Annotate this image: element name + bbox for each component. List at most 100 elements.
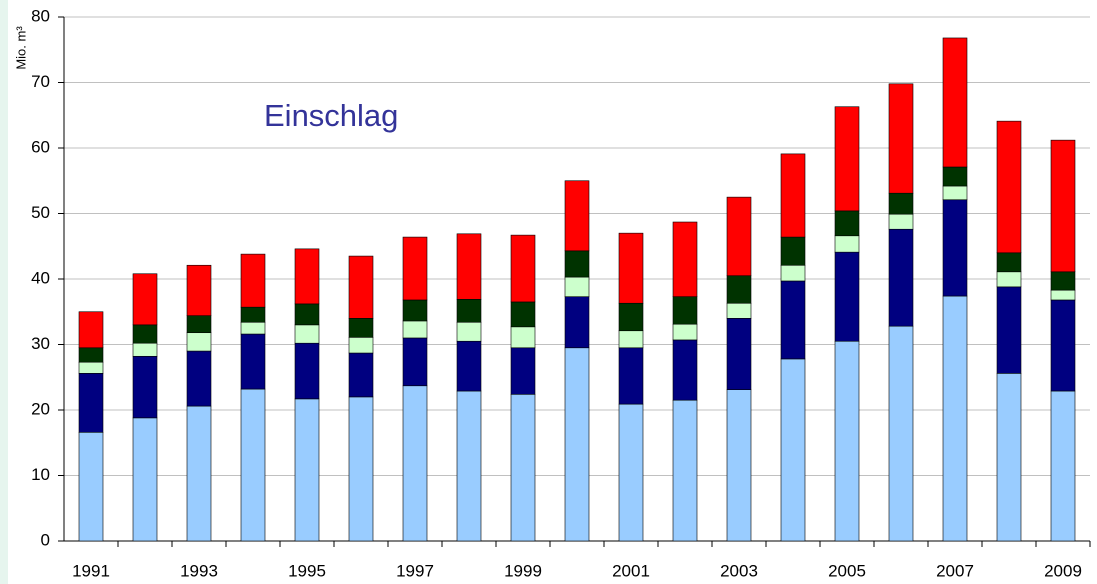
bar-segment [186,332,212,352]
y-tick-label: 10 [31,465,50,484]
x-tick-label: 1997 [396,561,434,580]
bar-segment [294,398,320,542]
bar-segment [672,221,698,297]
bar-segment [78,311,104,349]
bar-segment [780,358,806,542]
annotation: Einschlag [264,98,398,133]
bar-segment [132,273,158,326]
bar-segment [78,431,104,542]
bar-segment [456,233,482,300]
bar-segment [942,295,968,542]
bar-segment [132,324,158,344]
bar-segment [240,333,266,390]
bar-segment [510,301,536,328]
bar-segment [132,417,158,542]
bar-segment [186,315,212,334]
bar-segment [1050,390,1076,542]
bar-segment [510,326,536,349]
bar-segment [402,236,428,301]
bar-segment [402,320,428,339]
bar-segment [780,280,806,360]
bar-segment [510,347,536,395]
bar-segment [726,317,752,390]
bar-segment [888,228,914,327]
bar-segment [240,321,266,335]
y-tick-label: 80 [31,6,50,25]
bar-segment [294,248,320,305]
bar-segment [402,337,428,387]
bar-segment [834,106,860,212]
x-tick-label: 2003 [720,561,758,580]
bar-segment [348,396,374,542]
bar-segment [726,389,752,542]
bar-segment [618,330,644,349]
x-tick-label: 2001 [612,561,650,580]
bar-segment [456,299,482,323]
bar-segment [456,390,482,542]
y-tick-label: 20 [31,399,50,418]
y-tick-label: 0 [41,530,50,549]
x-tick-label: 2005 [828,561,866,580]
bar-segment [186,405,212,542]
bar-segment [78,373,104,433]
x-tick-label: 1995 [288,561,326,580]
bar-segment [672,339,698,401]
bar-segment [1050,289,1076,301]
bar-segment [834,210,860,237]
bar-segment [618,302,644,332]
y-tick-label: 70 [31,72,50,91]
bar-segment [888,83,914,194]
bar-segment [510,234,536,303]
bar-segment [294,324,320,344]
bar-segment [456,321,482,342]
bar-segment [996,120,1022,254]
bar-segment [618,347,644,405]
bar-segment [1050,271,1076,291]
bar-segment [402,299,428,322]
bar-segment [996,252,1022,273]
bar-segment [78,361,104,374]
bar-segment [564,347,590,542]
bar-segment [996,373,1022,542]
y-tick-label: 50 [31,203,50,222]
bar-segment [726,302,752,319]
bar-segment [456,340,482,392]
bar-segment [1050,299,1076,392]
y-tick-label: 40 [31,268,50,287]
bar-segment [618,403,644,542]
x-tick-label: 2009 [1044,561,1082,580]
bar-segment [294,342,320,400]
bar-segment [348,336,374,354]
y-tick-label: 30 [31,334,50,353]
bar-segment [834,235,860,253]
bar-segment [564,180,590,252]
bar-segment [942,185,968,201]
bar-segment [780,236,806,266]
bar-segment [780,264,806,282]
edge-strip [0,0,8,584]
bar-segment [726,196,752,277]
bar-segment [996,286,1022,374]
bar-segment [348,352,374,398]
x-tick-label: 1999 [504,561,542,580]
x-tick-label: 1991 [72,561,110,580]
y-tick-label: 60 [31,137,50,156]
bar-segment [942,166,968,187]
bar-segment [1050,139,1076,273]
bar-segment [132,342,158,357]
bar-segment [834,251,860,342]
bar-segment [240,388,266,542]
bar-segment [564,250,590,278]
bar-segment [888,192,914,215]
bar-segment [402,385,428,542]
bar-segment [672,323,698,341]
bar-segment [726,275,752,304]
bar-segment [942,199,968,297]
y-axis-label: Mio. m³ [13,26,28,70]
bar-segment [618,232,644,304]
bar-segment [996,271,1022,288]
bar-segment [888,325,914,542]
bar-segment [510,393,536,542]
